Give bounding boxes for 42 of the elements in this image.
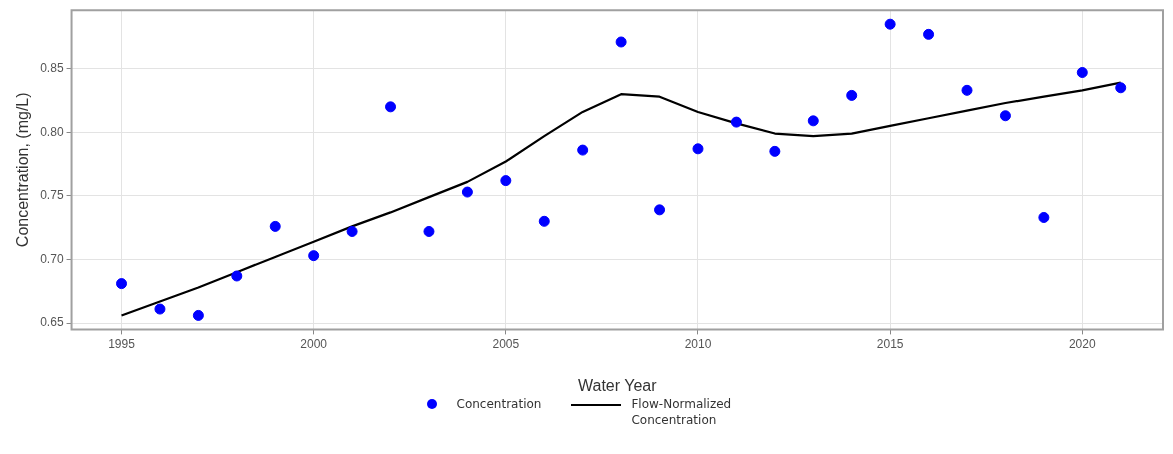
x-tick-label: 2015 <box>876 336 904 351</box>
y-tick-label: 0.75 <box>40 188 64 203</box>
point <box>192 309 204 321</box>
x-tick-label: 2000 <box>300 336 328 351</box>
point <box>692 143 704 155</box>
point <box>423 225 435 237</box>
point <box>577 144 589 156</box>
point <box>807 115 819 127</box>
point <box>538 215 550 227</box>
point <box>461 186 473 198</box>
point <box>1076 67 1088 79</box>
y-tick-label: 0.70 <box>40 251 64 266</box>
x-axis-title: Water Year <box>578 376 658 394</box>
x-tick-label: 2005 <box>492 336 520 351</box>
point <box>923 28 935 40</box>
point <box>730 116 742 128</box>
point <box>961 84 973 96</box>
point <box>308 250 320 262</box>
x-tick-label: 2020 <box>1068 336 1096 351</box>
point <box>154 303 166 315</box>
legend-label: Concentration <box>456 396 542 412</box>
point <box>116 278 128 290</box>
point <box>269 220 281 232</box>
point <box>500 175 512 187</box>
point <box>846 89 858 101</box>
y-tick-label: 0.80 <box>40 124 64 139</box>
x-tick-label: 1995 <box>108 336 136 351</box>
point <box>615 36 627 48</box>
point <box>999 110 1011 122</box>
point <box>1115 82 1127 94</box>
y-axis-title: Concentration, (mg/L) <box>14 92 32 248</box>
x-tick-label: 2010 <box>684 336 712 351</box>
point <box>346 225 358 237</box>
point <box>654 204 666 216</box>
point <box>231 270 243 282</box>
point <box>385 101 397 113</box>
y-tick-label: 0.65 <box>40 315 64 330</box>
y-tick-label: 0.85 <box>40 61 64 76</box>
point <box>769 145 781 157</box>
point <box>884 18 896 30</box>
legend-label: Flow-Normalized Concentration <box>631 396 733 428</box>
point <box>1038 211 1050 223</box>
